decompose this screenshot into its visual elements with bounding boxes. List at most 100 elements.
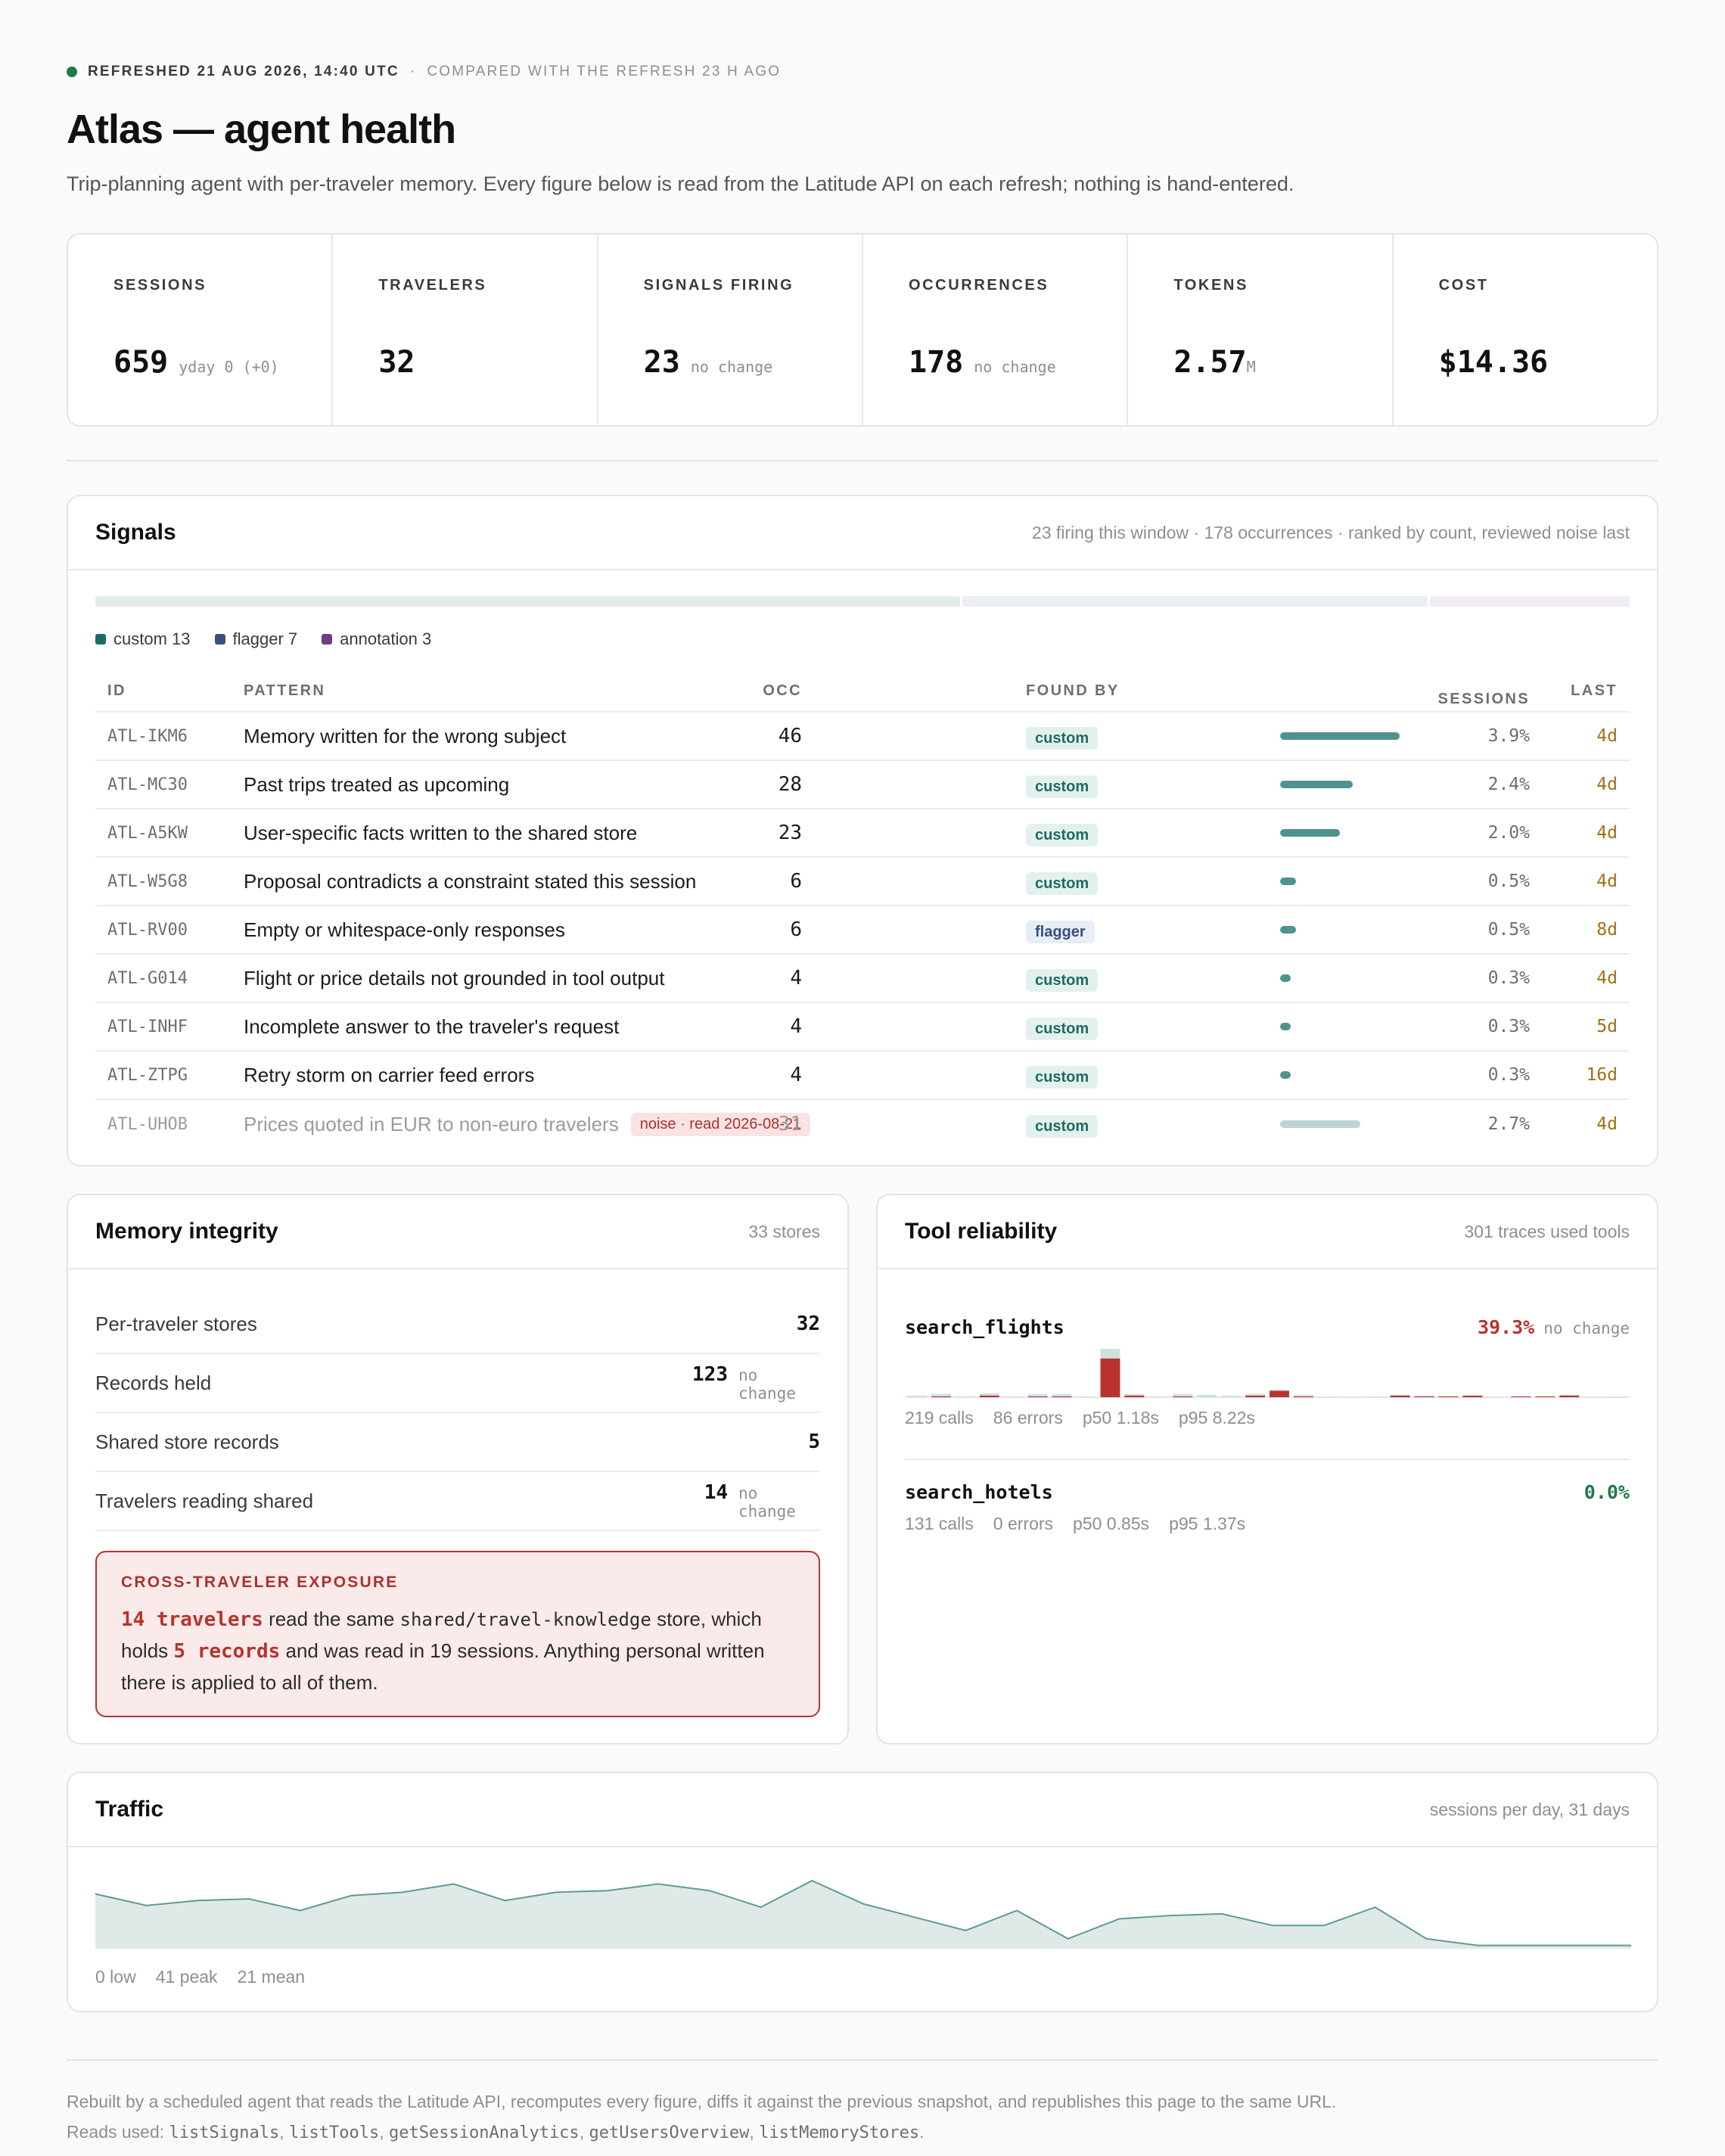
panel-title: Memory integrity	[95, 1219, 278, 1244]
tool-name: search_flights	[905, 1316, 1065, 1338]
signal-sessions: 0.5%	[1487, 871, 1530, 891]
error-bar	[1052, 1396, 1072, 1397]
found-by-badge: custom	[1026, 871, 1099, 895]
refresh-separator: ·	[409, 64, 417, 79]
stat-label: TRAVELERS	[378, 277, 487, 294]
found-by-cell: custom	[1026, 1064, 1099, 1089]
signal-sessions: 0.3%	[1487, 968, 1530, 988]
col-id[interactable]: ID	[107, 682, 126, 699]
signal-row[interactable]: ATL-INHF Incomplete answer to the travele…	[95, 1003, 1630, 1052]
stat-value: 2.57	[1173, 345, 1247, 380]
found-by-badge: custom	[1026, 1017, 1099, 1040]
signal-row[interactable]: ATL-A5KW User-specific facts written to t…	[95, 809, 1630, 858]
col-found-by[interactable]: FOUND BY	[1026, 682, 1120, 699]
signal-pattern: Prices quoted in EUR to non-euro travele…	[244, 1112, 619, 1135]
found-by-cell: custom	[1026, 773, 1099, 798]
alert-store: shared/travel-knowledge	[399, 1609, 651, 1630]
tool-calls: 131 calls	[905, 1514, 974, 1533]
legend-swatch-icon	[95, 634, 106, 645]
legend-label: custom 13	[113, 629, 191, 648]
rate-note: no change	[1543, 1319, 1630, 1337]
signal-sessions: 3.9%	[1487, 726, 1530, 746]
col-last[interactable]: LAST	[1571, 682, 1618, 699]
found-by-cell: custom	[1026, 1015, 1099, 1040]
signal-pattern: Incomplete answer to the traveler's requ…	[244, 1014, 620, 1038]
tool-search-flights[interactable]: search_flights 39.3% no change 219 calls…	[905, 1316, 1630, 1428]
signal-row[interactable]: ATL-UHOB Prices quoted in EUR to non-euro…	[95, 1100, 1630, 1148]
stat-occurrences: OCCURRENCES 178 no change	[863, 235, 1129, 425]
legend-label: flagger 7	[232, 629, 298, 648]
signal-id: ATL-W5G8	[107, 871, 188, 891]
alert-text: and was read in 19 sessions. Anything pe…	[121, 1639, 765, 1694]
ok-bar	[1221, 1395, 1242, 1397]
reads-label: Reads used:	[67, 2122, 169, 2142]
signal-occ: 4	[790, 967, 802, 989]
error-bar	[1293, 1396, 1313, 1397]
memory-label: Shared store records	[95, 1430, 279, 1453]
signal-occ: 46	[778, 725, 802, 747]
ok-bar	[955, 1396, 975, 1397]
signal-occ: 28	[778, 773, 802, 796]
ok-bar	[1124, 1393, 1145, 1396]
memory-value-cell: 14 no change	[704, 1481, 820, 1521]
ok-bar	[1148, 1396, 1169, 1397]
occ-bar	[1280, 1071, 1291, 1079]
table-header: ID PATTERN FOUND BY OCC SESSIONS LAST	[95, 670, 1630, 713]
memory-label: Records held	[95, 1371, 212, 1394]
stat-value: 23	[643, 345, 680, 380]
memory-value: 32	[796, 1313, 820, 1335]
stat-strip: SESSIONS 659 yday 0 (+0) TRAVELERS 32 SI…	[67, 233, 1658, 427]
col-pattern[interactable]: PATTERN	[244, 682, 326, 699]
occ-bar	[1280, 878, 1296, 885]
signal-last: 4d	[1596, 1114, 1618, 1134]
error-bar	[1100, 1358, 1120, 1397]
page-title: Atlas — agent health	[67, 107, 456, 152]
stat-label: COST	[1438, 277, 1489, 294]
memory-note: no change	[738, 1484, 796, 1521]
stat-sessions: SESSIONS 659 yday 0 (+0)	[68, 235, 334, 425]
found-by-cell: custom	[1026, 1113, 1099, 1138]
panel-title: Traffic	[95, 1797, 164, 1822]
signal-last: 5d	[1596, 1017, 1618, 1036]
signal-mix-bar	[95, 596, 1630, 607]
signal-occ: 4	[790, 1015, 802, 1038]
signal-sessions: 2.7%	[1487, 1114, 1530, 1134]
tool-search-hotels[interactable]: search_hotels 0.0% 131 calls 0 errors p5…	[905, 1481, 1630, 1534]
traffic-mean: 21 mean	[237, 1967, 306, 1987]
panel-title: Tool reliability	[905, 1219, 1058, 1244]
signal-row[interactable]: ATL-ZTPG Retry storm on carrier feed erro…	[95, 1052, 1630, 1100]
signal-id: ATL-UHOB	[107, 1114, 188, 1134]
signal-pattern-cell: Memory written for the wrong subject	[244, 725, 566, 748]
panel-meta: 33 stores	[748, 1221, 820, 1241]
memory-label: Per-traveler stores	[95, 1312, 257, 1335]
signal-pattern-cell: Incomplete answer to the traveler's requ…	[244, 1015, 619, 1039]
traffic-line	[95, 1879, 1631, 1946]
tool-p95: p95 8.22s	[1178, 1408, 1255, 1427]
api-read: getSessionAnalytics	[389, 2123, 580, 2142]
occ-bar	[1280, 974, 1291, 982]
alert-travelers: 14 travelers	[121, 1608, 263, 1631]
api-read: getUsersOverview	[589, 2123, 750, 2142]
error-bar	[931, 1396, 951, 1397]
signal-sessions: 2.4%	[1487, 775, 1530, 794]
signal-id: ATL-IKM6	[107, 726, 188, 746]
occ-bar	[1280, 732, 1400, 740]
ok-bar	[1027, 1393, 1048, 1396]
signal-pattern: Retry storm on carrier feed errors	[244, 1063, 535, 1086]
signal-id: ATL-G014	[107, 968, 188, 988]
stat-label: SIGNALS FIRING	[643, 277, 794, 294]
signal-row[interactable]: ATL-G014 Flight or price details not grou…	[95, 955, 1630, 1003]
col-occ[interactable]: OCC	[763, 682, 802, 699]
found-by-cell: flagger	[1026, 918, 1095, 943]
signal-pattern-cell: User-specific facts written to the share…	[244, 822, 637, 845]
signal-row[interactable]: ATL-RV00 Empty or whitespace-only respons…	[95, 906, 1630, 955]
signal-row[interactable]: ATL-MC30 Past trips treated as upcoming cu…	[95, 761, 1630, 809]
signal-pattern: Proposal contradicts a constraint stated…	[244, 869, 697, 893]
api-read: listTools	[289, 2123, 380, 2142]
panel-title: Signals	[95, 520, 176, 545]
error-bar	[1414, 1396, 1434, 1397]
signal-pattern: Flight or price details not grounded in …	[244, 966, 665, 989]
signal-row[interactable]: ATL-IKM6 Memory written for the wrong sub…	[95, 713, 1630, 761]
mix-segment-annotation	[1430, 596, 1630, 607]
signal-row[interactable]: ATL-W5G8 Proposal contradicts a constrain…	[95, 858, 1630, 906]
